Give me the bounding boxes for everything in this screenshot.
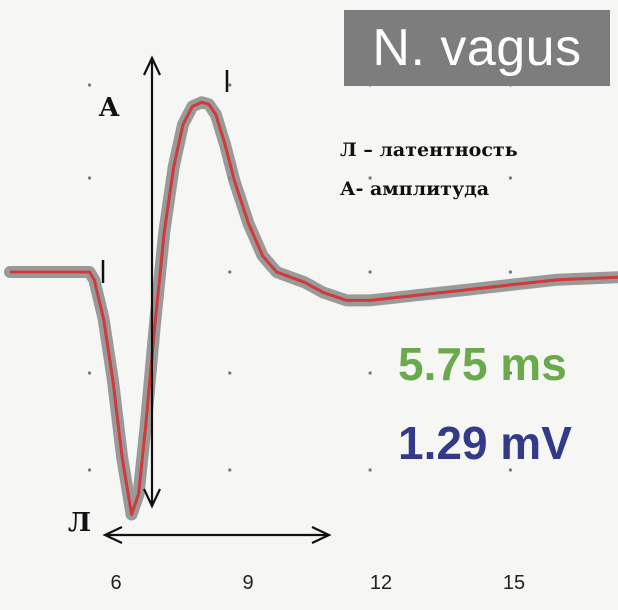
amplitude-value: 1.29 mV xyxy=(398,417,572,469)
x-tick-label: 12 xyxy=(369,572,393,594)
grid-dot xyxy=(368,176,372,180)
latency-arrow xyxy=(102,526,332,544)
grid-dot xyxy=(87,371,92,375)
grid-dot xyxy=(228,468,232,472)
x-tick-label: 6 xyxy=(110,572,122,594)
legend-latency: Л – латентность xyxy=(340,139,518,161)
legend-amplitude: А- амплитуда xyxy=(340,178,490,200)
latency-value: 5.75 ms xyxy=(398,338,567,390)
grid-dot xyxy=(508,468,512,472)
chart-title: N. vagus xyxy=(372,19,582,77)
trace-line xyxy=(10,100,618,516)
grid-dot xyxy=(368,468,372,472)
x-tick-label: 15 xyxy=(502,572,526,594)
grid-dot xyxy=(368,270,372,274)
grid-dot xyxy=(87,468,92,472)
title-box: N. vagus xyxy=(344,10,610,86)
grid-dot xyxy=(228,83,232,87)
grid-dot xyxy=(368,371,372,375)
grid-dot xyxy=(87,83,92,87)
grid-dot xyxy=(508,371,512,375)
amplitude-label: A xyxy=(99,93,120,123)
x-tick-label: 9 xyxy=(242,572,254,594)
grid-dot xyxy=(87,176,92,180)
grid-dot xyxy=(508,176,512,180)
latency-label: Л xyxy=(68,508,91,538)
grid-dot xyxy=(228,270,232,274)
grid-dot xyxy=(508,270,512,274)
grid-dot xyxy=(228,371,232,375)
amplitude-arrow xyxy=(143,55,161,509)
